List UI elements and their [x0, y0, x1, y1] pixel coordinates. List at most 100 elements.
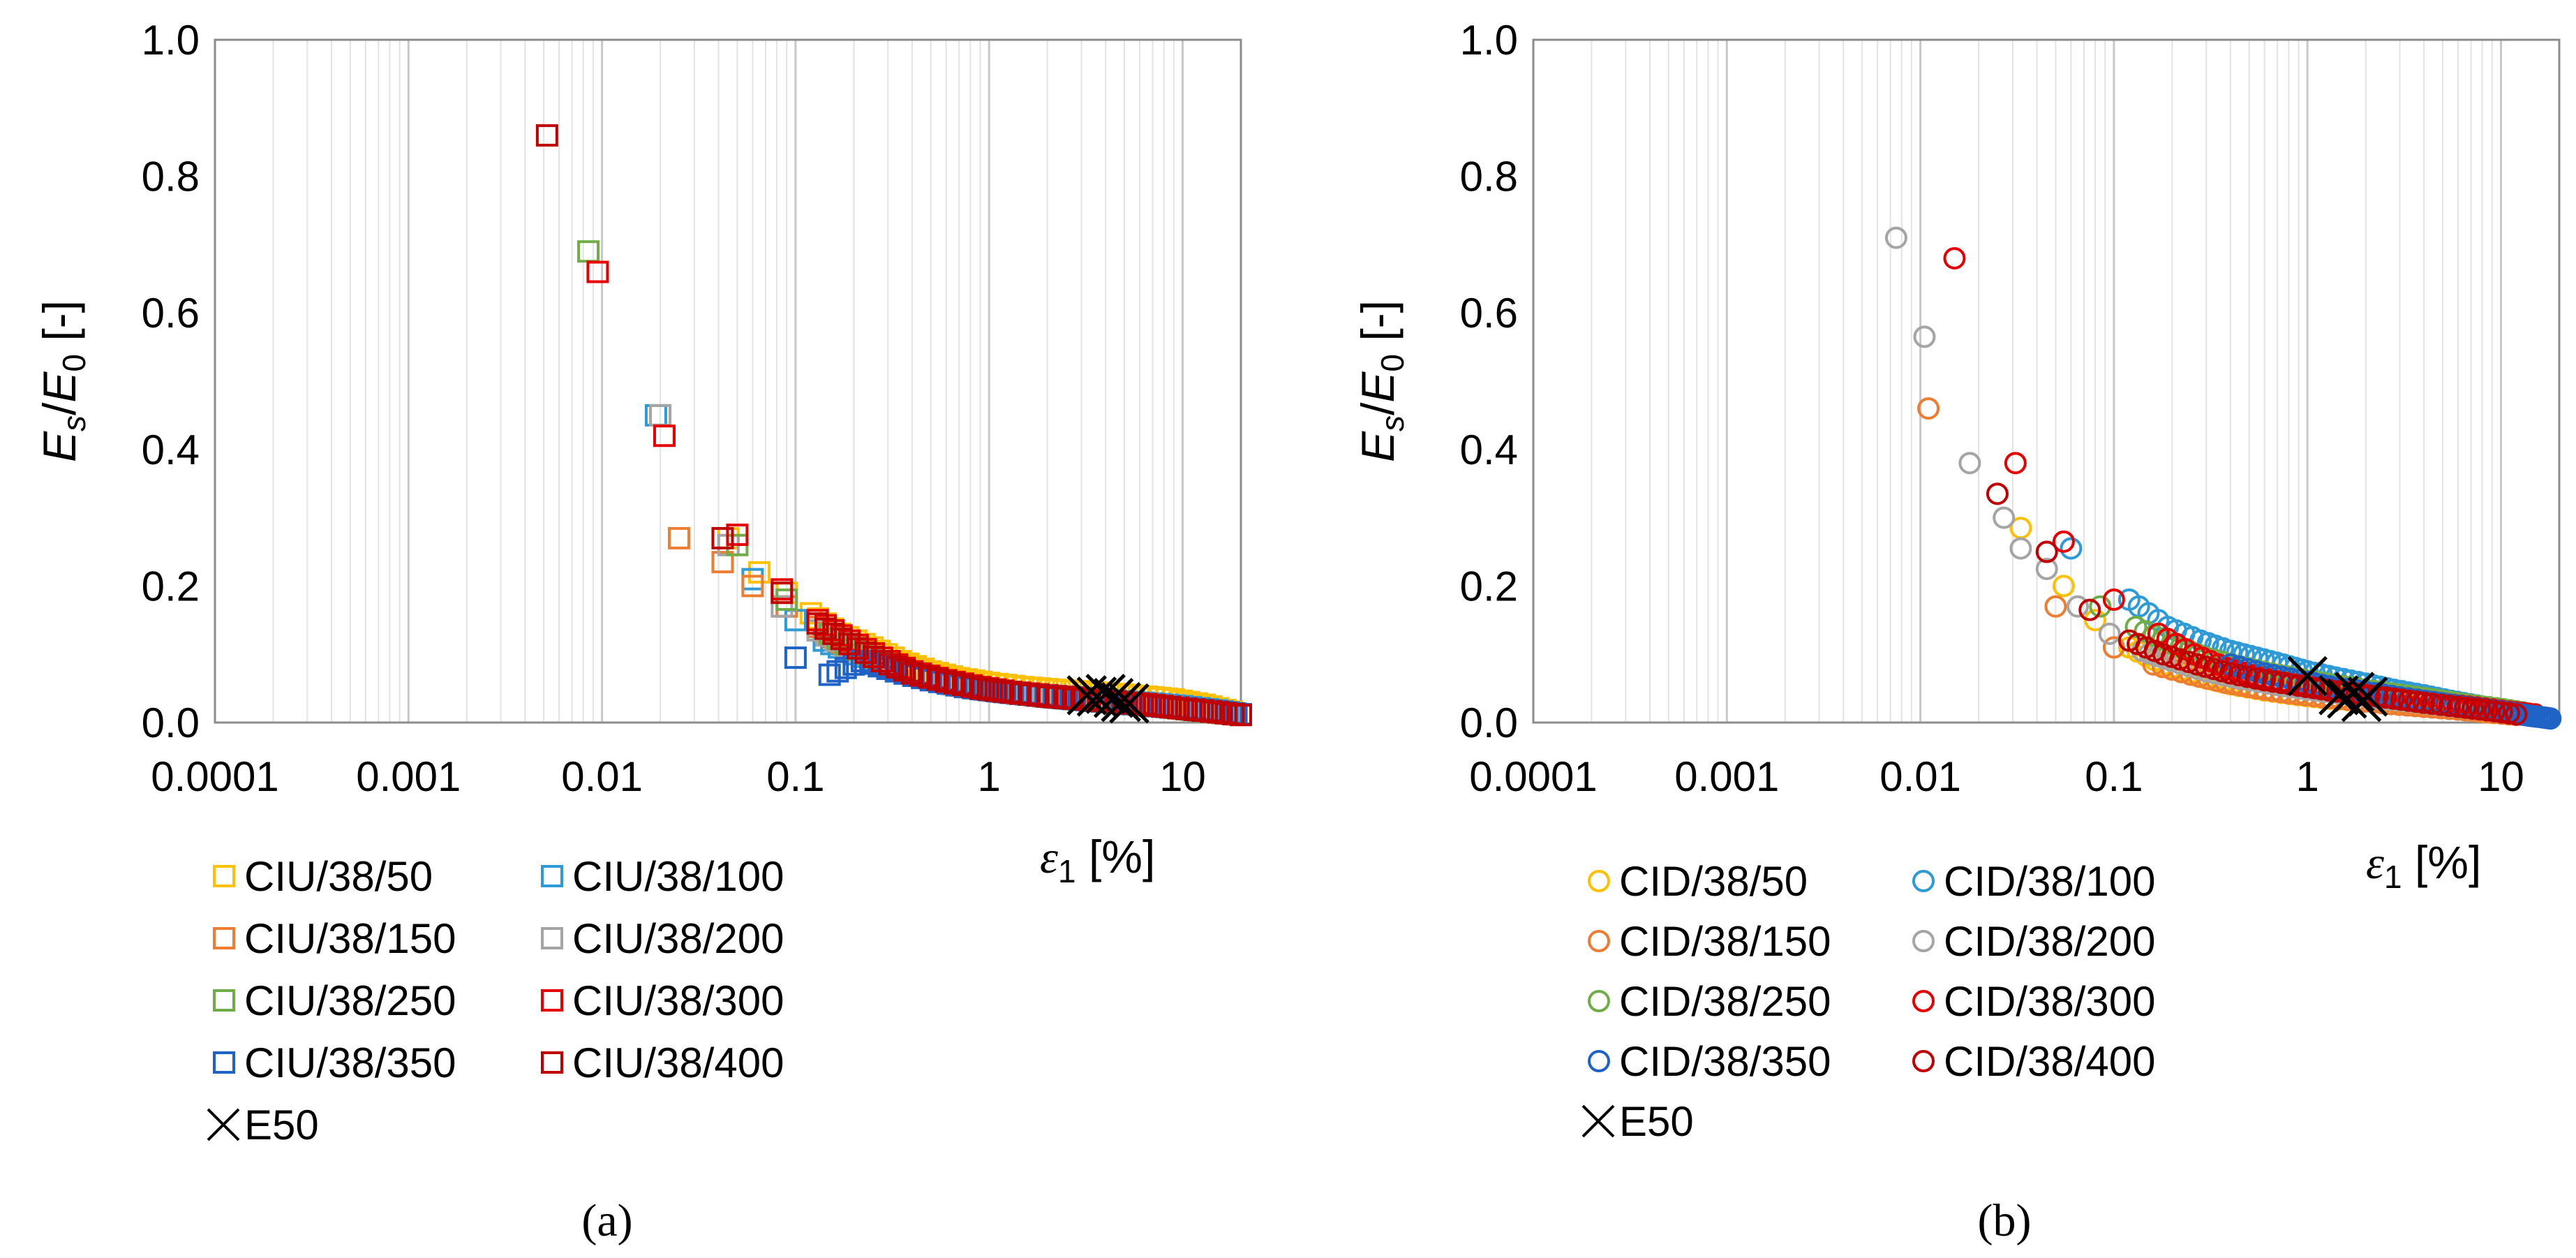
y-tick-label: 1.0: [1460, 17, 1518, 64]
data-point: [2203, 658, 2226, 681]
data-point: [2044, 595, 2067, 618]
legend-label: CID/38/50: [1619, 858, 1808, 905]
series-CID-38-400: [1986, 482, 2528, 726]
data-point: [726, 524, 749, 547]
x-axis-label: ε1 [%]: [2366, 836, 2481, 895]
data-point: [2052, 530, 2075, 553]
data-point-e50: [1076, 676, 1117, 717]
data-point: [826, 660, 849, 683]
legend-label: CIU/38/50: [244, 853, 433, 900]
y-tick-label: 0.6: [142, 290, 200, 336]
y-axis-label: Es/E0 [-]: [33, 300, 92, 462]
y-tick-label: 0.8: [142, 154, 200, 200]
legend-item: CID/38/400: [1912, 1038, 2156, 1085]
data-point: [653, 424, 676, 447]
data-point-e50: [2318, 675, 2359, 716]
data-point: [2390, 688, 2413, 711]
y-tick-label: 1.0: [142, 17, 200, 64]
data-point: [1230, 704, 1252, 727]
x-tick-label: 1: [978, 753, 1001, 800]
legend-marker-square: [213, 989, 235, 1012]
data-point: [2009, 537, 2032, 560]
data-point: [2261, 670, 2284, 693]
data-point: [1986, 482, 2009, 505]
data-point: [2326, 680, 2349, 703]
data-point: [1958, 452, 1981, 475]
legend-item: CID/38/300: [1912, 978, 2156, 1025]
data-point: [2421, 693, 2444, 716]
y-axis-label: Es/E0 [-]: [1352, 300, 1410, 462]
data-point-e50: [2347, 676, 2388, 717]
data-point: [2413, 691, 2436, 714]
legend-marker-square: [541, 865, 563, 887]
legend-item: E50: [1581, 1098, 1694, 1145]
data-point-e50: [1093, 678, 1134, 718]
data-point: [2505, 703, 2528, 726]
data-point: [818, 663, 841, 686]
series-CID-38-300: [1943, 246, 2547, 726]
data-point: [2035, 540, 2058, 563]
legend-label: CID/38/150: [1619, 918, 1831, 965]
data-point: [2483, 700, 2506, 723]
legend-label: CID/38/200: [1944, 918, 2156, 965]
data-point: [2089, 595, 2112, 618]
data-point: [2060, 537, 2083, 560]
legend-marker-circle: [1588, 870, 1610, 892]
legend-marker-circle: [1912, 930, 1935, 952]
data-point: [2052, 575, 2075, 598]
x-tick-label: 0.1: [766, 753, 824, 800]
legend-marker-square: [213, 865, 235, 887]
data-point: [2244, 667, 2268, 690]
legend-marker-circle: [1912, 870, 1935, 892]
data-point: [2194, 656, 2217, 679]
legend-marker-square: [213, 927, 235, 949]
legend-label: CIU/38/200: [572, 915, 784, 962]
data-point-e50: [2287, 656, 2328, 697]
data-point: [2383, 687, 2406, 710]
data-point: [2186, 653, 2209, 676]
legend-marker-e50: [1581, 1104, 1615, 1138]
legend-marker-circle: [1588, 990, 1610, 1012]
data-point: [2490, 701, 2513, 724]
legend-label: CID/38/300: [1944, 978, 2156, 1025]
data-point: [2067, 595, 2090, 618]
data-point: [770, 595, 794, 618]
legend-item: CIU/38/350: [213, 1039, 456, 1086]
legend-marker-circle: [1588, 930, 1610, 952]
x-tick-label: 10: [2478, 753, 2524, 800]
data-point-e50: [1101, 681, 1141, 723]
data-point: [2438, 695, 2461, 718]
data-point: [577, 240, 600, 263]
data-point: [878, 653, 901, 676]
data-point: [741, 575, 764, 598]
legend-item: CIU/38/100: [541, 853, 784, 900]
legend-label: CIU/38/300: [572, 977, 784, 1024]
data-point: [784, 646, 807, 669]
legend-item: CIU/38/250: [213, 977, 456, 1024]
legend-item: E50: [207, 1102, 319, 1148]
x-tick-label: 0.01: [1879, 753, 1961, 800]
data-point: [667, 526, 690, 549]
legend-item: CID/38/50: [1588, 858, 1808, 905]
data-point: [770, 582, 794, 605]
data-point: [748, 561, 771, 584]
legend-marker-circle: [1588, 1050, 1610, 1072]
data-point: [535, 124, 558, 147]
data-point: [2539, 707, 2562, 730]
legend-item: CIU/38/400: [541, 1039, 784, 1086]
legend-label: E50: [244, 1102, 319, 1148]
series-E50: [2287, 656, 2388, 723]
data-point: [1943, 246, 1966, 269]
legend-label: CIU/38/250: [244, 977, 456, 1024]
x-tick-label: 0.0001: [1469, 753, 1598, 800]
data-point-e50: [2334, 672, 2375, 712]
data-point: [2302, 676, 2325, 700]
data-point: [2476, 699, 2499, 722]
legend-item: CID/38/150: [1588, 918, 1831, 965]
y-tick-label: 0.0: [1460, 700, 1518, 746]
y-tick-label: 0.8: [1460, 154, 1518, 200]
data-point: [886, 656, 909, 679]
legend-item: CID/38/350: [1588, 1038, 1831, 1085]
x-axis-label: ε1 [%]: [1040, 831, 1155, 889]
